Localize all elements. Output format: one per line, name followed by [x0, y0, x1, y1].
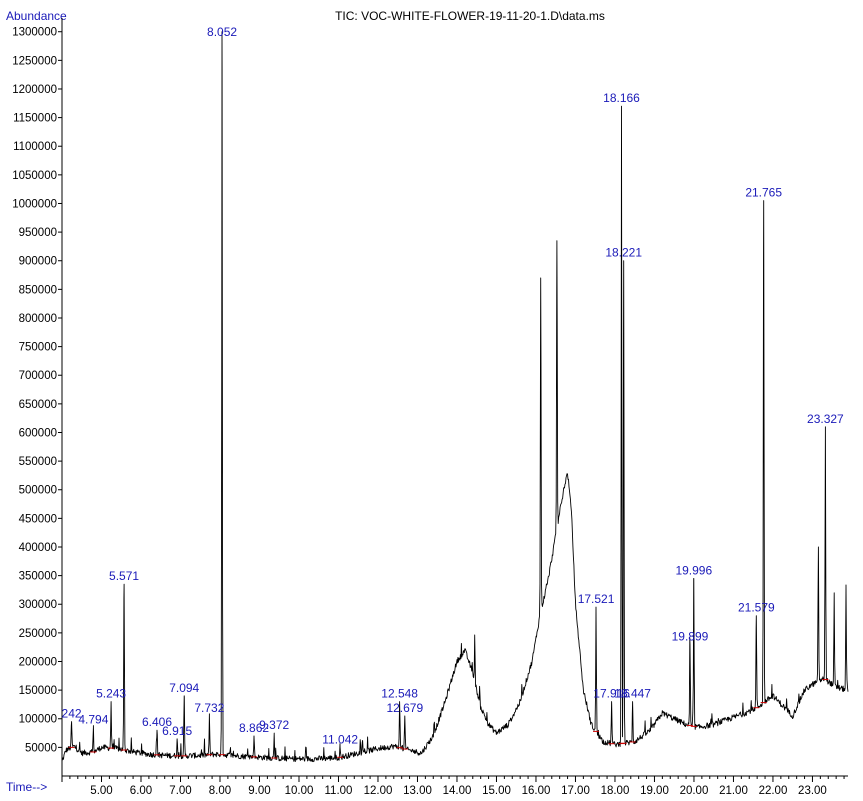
- x-tick-label: 11.00: [325, 785, 353, 797]
- x-tick-label: 23.00: [798, 785, 827, 797]
- peak-label: 18.221: [605, 246, 642, 260]
- peak-label: 6.915: [162, 724, 192, 738]
- y-tick-label: 1300000: [12, 27, 57, 39]
- x-tick-label: 10.00: [285, 785, 314, 797]
- x-tick-label: 8.00: [209, 785, 231, 797]
- peak-label: 18.447: [614, 687, 651, 701]
- peak-label: 12.548: [381, 687, 418, 701]
- y-tick-label: 200000: [19, 656, 57, 668]
- peak-label: 19.996: [675, 563, 712, 577]
- peak-label: 21.579: [738, 601, 775, 615]
- x-tick-label: 16.00: [522, 785, 551, 797]
- peak-label: 18.166: [603, 91, 640, 105]
- peak-label: 19.899: [672, 629, 709, 643]
- axes: [61, 18, 848, 777]
- y-tick-label: 850000: [19, 284, 57, 296]
- y-tick-label: 400000: [19, 542, 57, 554]
- y-tick-label: 100000: [19, 714, 57, 726]
- x-tick-label: 18.00: [601, 785, 630, 797]
- peak-label: 11.042: [322, 732, 358, 746]
- y-tick-label: 250000: [19, 628, 57, 640]
- peak-label: 242: [62, 707, 82, 721]
- y-tick-label: 50000: [25, 742, 57, 754]
- x-tick-label: 22.00: [759, 785, 788, 797]
- x-tick-label: 15.00: [482, 785, 511, 797]
- x-tick-label: 19.00: [640, 785, 669, 797]
- y-tick-label: 450000: [19, 513, 57, 525]
- y-tick-label: 1250000: [12, 55, 57, 67]
- y-tick-label: 1200000: [12, 84, 57, 96]
- peak-label: 17.521: [578, 592, 615, 606]
- y-tick-label: 950000: [19, 227, 57, 239]
- peak-label: 8.052: [207, 25, 237, 39]
- x-axis-ticks: 5.00 6.00 7.00 8.00 9.00 10.00 11.00 12.00 13.00…: [61, 776, 845, 797]
- x-tick-label: 14.00: [443, 785, 472, 797]
- peak-label: 7.732: [194, 701, 224, 715]
- y-tick-label: 650000: [19, 399, 57, 411]
- y-tick-label: 1050000: [12, 170, 57, 182]
- peak-label: 23.327: [807, 412, 844, 426]
- x-tick-label: 17.00: [561, 785, 590, 797]
- y-tick-label: 300000: [19, 599, 57, 611]
- peak-label: 5.571: [109, 569, 139, 583]
- peak-label: 4.794: [78, 712, 108, 726]
- y-tick-label: 800000: [19, 313, 57, 325]
- y-tick-label: 1150000: [13, 113, 57, 125]
- y-tick-label: 500000: [19, 485, 57, 497]
- y-tick-label: 1000000: [12, 198, 57, 210]
- y-tick-label: 350000: [19, 571, 57, 583]
- y-tick-label: 900000: [19, 256, 57, 268]
- peak-label: 5.243: [96, 687, 126, 701]
- peak-label: 9.372: [259, 718, 289, 732]
- x-tick-label: 9.00: [248, 785, 270, 797]
- x-tick-label: 13.00: [403, 785, 432, 797]
- y-tick-label: 700000: [19, 370, 57, 382]
- peak-label: 8.862: [239, 721, 269, 735]
- y-axis-title: Abundance: [6, 9, 67, 23]
- x-tick-label: 21.00: [719, 785, 748, 797]
- x-tick-label: 5.00: [90, 785, 112, 797]
- tic-trace-line: [61, 31, 849, 763]
- y-axis-ticks: 50000 100000 150000 200000 250000 300000 35000…: [12, 27, 62, 754]
- x-tick-label: 12.00: [364, 785, 393, 797]
- peak-label: 17.916: [593, 687, 630, 701]
- x-axis-title: Time-->: [6, 780, 47, 794]
- y-tick-label: 150000: [19, 685, 57, 697]
- x-tick-label: 7.00: [169, 785, 191, 797]
- x-tick-label: 20.00: [680, 785, 709, 797]
- chart-title: TIC: VOC-WHITE-FLOWER-19-11-20-1.D\data.…: [335, 9, 605, 23]
- x-tick-label: 6.00: [130, 785, 152, 797]
- peak-label: 6.406: [142, 715, 172, 729]
- tic-trace: [61, 31, 849, 763]
- peak-label: 21.765: [745, 186, 782, 200]
- y-tick-label: 1100000: [13, 141, 57, 153]
- y-tick-label: 750000: [19, 342, 57, 354]
- y-tick-label: 550000: [19, 456, 57, 468]
- peak-label: 12.679: [386, 701, 423, 715]
- y-tick-label: 600000: [19, 427, 57, 439]
- peak-label: 7.094: [169, 681, 199, 695]
